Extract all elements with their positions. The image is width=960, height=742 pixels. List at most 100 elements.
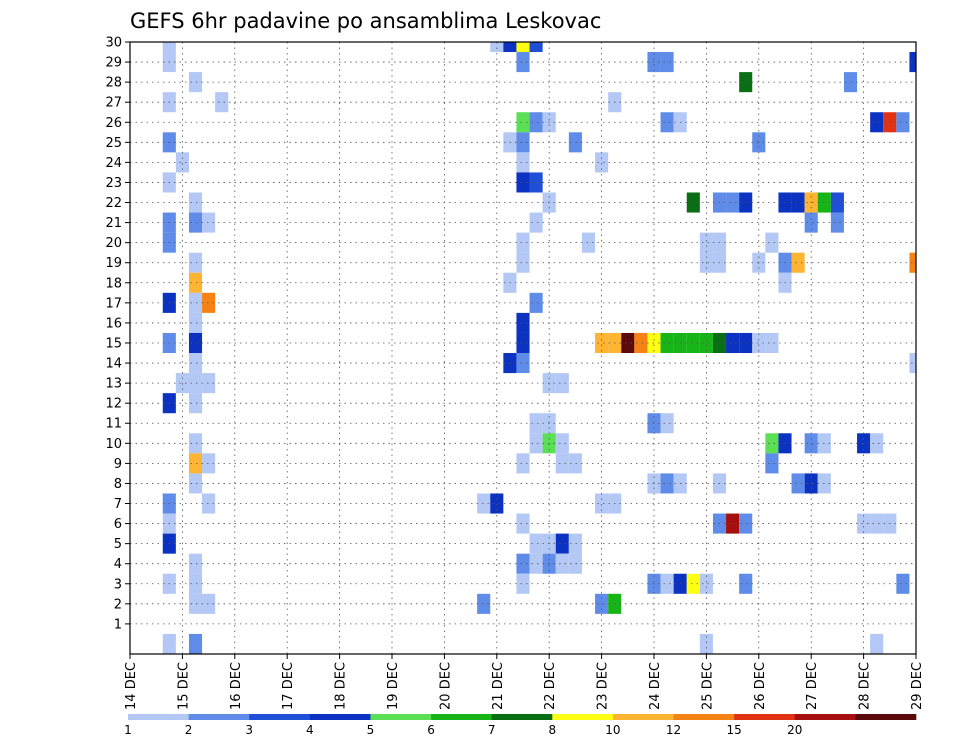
colorbar-swatch: [188, 714, 250, 720]
colorbar-label: 4: [306, 723, 314, 737]
heatmap-cell: [739, 573, 753, 594]
colorbar-label: 12: [666, 723, 681, 737]
x-tick-label: 16 DEC: [229, 662, 244, 710]
heatmap-cell: [188, 72, 203, 93]
heatmap-cell: [791, 473, 805, 494]
heatmap-cell: [660, 413, 674, 434]
heatmap-cell: [568, 553, 582, 574]
x-tick-label: 29 DEC: [910, 662, 925, 710]
colorbar-swatch: [249, 714, 311, 720]
y-tick-label: 12: [105, 397, 122, 412]
heatmap-cell: [516, 353, 530, 374]
heatmap-cell: [516, 232, 530, 253]
y-tick-label: 1: [114, 617, 122, 632]
heatmap-cell: [726, 332, 740, 354]
x-tick-label: 27 DEC: [805, 662, 820, 710]
x-tick-label: 25 DEC: [700, 662, 715, 710]
colorbar-label: 10: [605, 723, 620, 737]
heatmap-cell: [202, 212, 216, 233]
heatmap-cell: [804, 433, 818, 454]
colorbar-label: 6: [427, 723, 435, 737]
heatmap-cell: [188, 573, 203, 594]
y-tick-label: 10: [105, 437, 122, 452]
heatmap-cell: [516, 132, 530, 153]
colorbar-swatch: [612, 714, 674, 720]
y-tick-label: 29: [105, 56, 122, 71]
y-tick-label: 4: [114, 557, 122, 572]
heatmap-cell: [188, 433, 203, 454]
colorbar-swatch: [491, 714, 553, 720]
heatmap-cell: [699, 332, 713, 354]
colorbar-label: 20: [787, 723, 802, 737]
heatmap-cell: [516, 553, 530, 574]
y-tick-label: 18: [105, 276, 122, 291]
colorbar-label: 7: [488, 723, 496, 737]
colorbar-swatch: [673, 714, 735, 720]
y-tick-label: 9: [114, 457, 122, 472]
heatmap-cell: [516, 112, 530, 133]
heatmap-cell: [752, 332, 766, 354]
colorbar-label: 2: [185, 723, 193, 737]
x-tick-label: 28 DEC: [858, 662, 873, 710]
heatmap-cell: [188, 212, 203, 233]
x-tick-label: 23 DEC: [596, 662, 611, 710]
heatmap-cell: [516, 312, 530, 333]
heatmap-cell: [909, 353, 916, 374]
y-tick-label: 21: [105, 216, 122, 231]
heatmap-cell: [516, 42, 530, 53]
heatmap-cell: [202, 493, 216, 514]
heatmap-cell: [188, 393, 203, 414]
heatmap-cell: [175, 152, 189, 173]
heatmap-cell: [188, 292, 203, 313]
y-tick-label: 26: [105, 116, 122, 131]
heatmap-cell: [529, 212, 543, 233]
heatmap-cell: [188, 332, 203, 354]
heatmap-cell: [503, 42, 517, 53]
heatmap-cell: [660, 112, 674, 133]
colorbar-swatch: [309, 714, 371, 720]
colorbar-swatch: [794, 714, 856, 720]
heatmap-cell: [188, 633, 203, 654]
colorbar-label: 1: [124, 723, 132, 737]
heatmap-cells: [162, 42, 916, 654]
x-tick-label: 19 DEC: [386, 662, 401, 710]
heatmap-cell: [555, 373, 569, 394]
y-tick-label: 20: [105, 236, 122, 251]
heatmap-cell: [870, 112, 884, 133]
heatmap-cell: [686, 332, 700, 354]
heatmap-cell: [477, 593, 491, 614]
heatmap-cell: [765, 332, 779, 354]
heatmap-cell: [830, 212, 844, 233]
heatmap-cell: [739, 513, 753, 534]
heatmap-cell: [739, 192, 753, 213]
heatmap-cell: [516, 573, 530, 594]
heatmap-cell: [188, 252, 203, 273]
heatmap-cell: [699, 633, 713, 654]
y-axis: 1234567891011121314151617181920212223242…: [105, 36, 130, 632]
colorbar-swatch: [431, 714, 492, 720]
heatmap-cell: [202, 453, 216, 474]
y-tick-label: 3: [114, 577, 122, 592]
x-tick-label: 21 DEC: [491, 662, 506, 710]
heatmap-cell: [215, 92, 229, 113]
heatmap-cell: [529, 112, 543, 133]
plot-frame: [129, 41, 917, 655]
x-tick-label: 22 DEC: [543, 662, 558, 710]
heatmap-cell: [529, 533, 543, 554]
heatmap-cell: [162, 42, 176, 53]
chart-title: GEFS 6hr padavine po ansamblima Leskovac: [130, 9, 601, 33]
heatmap-cell: [765, 232, 779, 253]
x-tick-label: 24 DEC: [648, 662, 663, 710]
y-tick-label: 28: [105, 76, 122, 91]
heatmap-cell: [909, 52, 916, 73]
x-tick-label: 26 DEC: [753, 662, 768, 710]
colorbar-label: 15: [727, 723, 742, 737]
heatmap-cell: [188, 553, 203, 574]
heatmap-cell: [555, 433, 569, 454]
heatmap-cell: [621, 332, 635, 354]
heatmap-cell: [188, 473, 203, 494]
heatmap-cell: [516, 152, 530, 173]
x-axis: 14 DEC 15 DEC 16 DEC 17 DEC 18 DEC 19 DEC 20 D…: [124, 654, 925, 710]
heatmap-cell: [660, 473, 674, 494]
